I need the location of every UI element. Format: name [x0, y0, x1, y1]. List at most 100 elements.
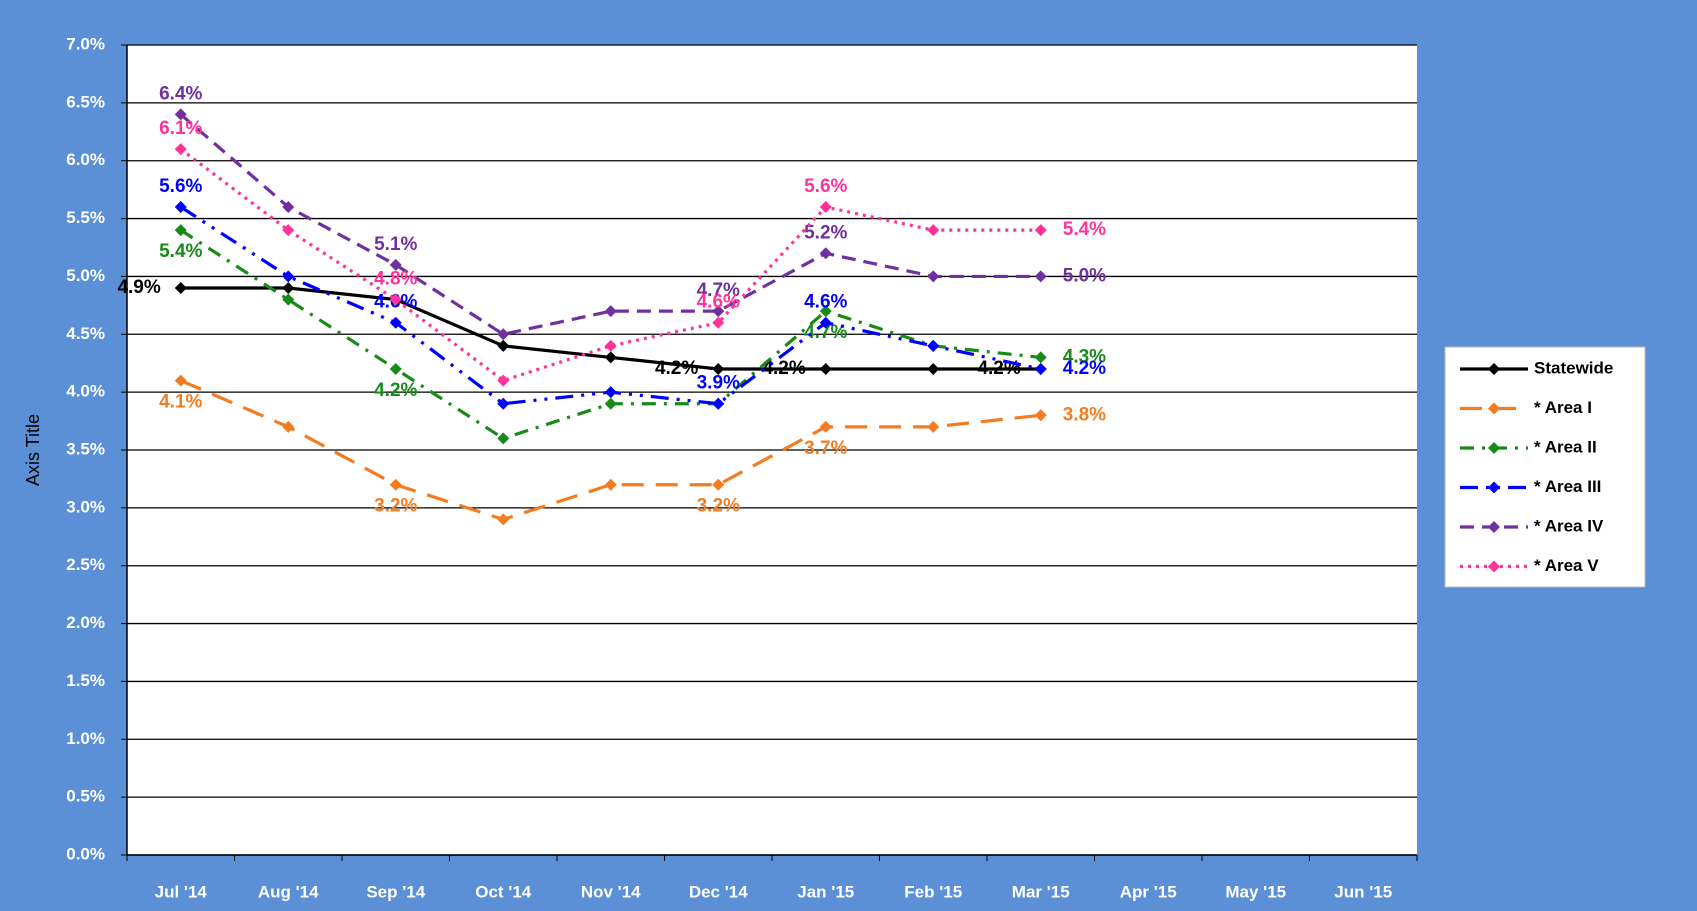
legend-marker: [1488, 481, 1500, 494]
marker: [819, 201, 832, 213]
x-tick-label: Oct '14: [475, 882, 532, 901]
y-tick-label: 3.5%: [66, 439, 105, 458]
x-tick-label: Mar '15: [1012, 882, 1070, 901]
x-tick-label: Feb '15: [904, 882, 962, 901]
data-label: 3.8%: [1063, 404, 1106, 425]
data-label: 4.2%: [762, 358, 805, 379]
series-line: [179, 147, 1041, 383]
data-label: 4.6%: [804, 292, 847, 313]
x-tick-label: Jan '15: [797, 882, 854, 901]
data-label: 5.2%: [804, 222, 847, 243]
legend-label: * Area IV: [1534, 516, 1604, 535]
marker: [604, 305, 617, 318]
marker: [927, 363, 940, 375]
legend: [1444, 346, 1646, 588]
series-line: [180, 379, 1041, 522]
marker: [389, 258, 402, 271]
marker: [712, 397, 725, 410]
data-label: 6.4%: [159, 83, 202, 104]
marker: [174, 224, 187, 237]
legend-marker: [1488, 442, 1500, 454]
marker: [712, 316, 725, 329]
marker: [389, 293, 402, 306]
legend-marker: [1488, 521, 1500, 533]
data-label: 4.2%: [977, 358, 1020, 379]
data-label: 4.8%: [374, 269, 417, 290]
y-tick-label: 5.0%: [66, 266, 105, 285]
marker: [1034, 270, 1047, 283]
legend-marker: [1488, 560, 1500, 573]
marker: [927, 270, 940, 283]
x-tick-label: Jul '14: [155, 882, 208, 901]
data-label: 5.0%: [1063, 265, 1106, 286]
marker: [604, 351, 617, 364]
marker: [1034, 409, 1047, 422]
legend-marker: [1488, 402, 1500, 415]
data-label: 5.1%: [374, 234, 417, 255]
x-tick-label: Dec '14: [689, 882, 748, 901]
marker: [497, 328, 510, 341]
marker: [712, 478, 725, 491]
marker: [927, 224, 940, 237]
marker: [604, 339, 617, 352]
legend-label: Statewide: [1534, 358, 1613, 377]
y-tick-label: 6.0%: [66, 150, 105, 169]
marker: [604, 478, 617, 491]
data-label: 3.7%: [804, 438, 847, 459]
y-tick-label: 4.0%: [66, 382, 105, 401]
y-tick-label: 2.5%: [66, 555, 105, 574]
marker: [712, 305, 725, 318]
y-axis-title: Axis Title: [23, 414, 43, 486]
data-label: 5.4%: [159, 241, 202, 262]
marker: [927, 420, 940, 433]
x-tick-label: Apr '15: [1120, 882, 1177, 901]
marker: [174, 108, 187, 121]
marker: [1034, 351, 1047, 364]
marker: [604, 386, 617, 399]
marker: [819, 247, 832, 260]
data-label: 4.1%: [159, 392, 202, 413]
data-label: 3.2%: [374, 496, 417, 517]
marker: [282, 201, 295, 213]
x-tick-label: May '15: [1225, 882, 1286, 901]
marker: [819, 316, 832, 329]
y-tick-label: 0.0%: [66, 844, 105, 863]
marker: [282, 270, 295, 283]
data-label: 4.2%: [374, 380, 417, 401]
y-tick-label: 3.0%: [66, 497, 105, 516]
data-label: 4.6%: [697, 292, 740, 313]
data-label: 4.9%: [117, 277, 160, 298]
data-label: 4.2%: [655, 358, 698, 379]
x-tick-label: Aug '14: [258, 882, 319, 901]
marker: [497, 374, 510, 387]
data-label: 4.7%: [697, 280, 740, 301]
data-label: 4.3%: [1063, 346, 1106, 367]
legend-marker: [1488, 363, 1500, 375]
data-label: 3.2%: [697, 496, 740, 517]
marker: [497, 397, 510, 410]
x-tick-label: Nov '14: [581, 882, 641, 901]
y-tick-label: 4.5%: [66, 324, 105, 343]
legend-label: * Area III: [1534, 477, 1601, 496]
marker: [174, 282, 187, 294]
data-label: 4.2%: [1063, 358, 1106, 379]
marker: [1034, 363, 1047, 375]
y-tick-label: 6.5%: [66, 92, 105, 111]
marker: [604, 397, 617, 410]
marker: [819, 363, 832, 375]
x-tick-label: Sep '14: [366, 882, 425, 901]
marker: [174, 201, 187, 213]
marker: [819, 305, 832, 318]
y-tick-label: 0.5%: [66, 787, 105, 806]
marker: [282, 224, 295, 237]
data-label: 5.6%: [159, 176, 202, 197]
marker: [174, 143, 187, 156]
y-tick-label: 5.5%: [66, 208, 105, 227]
y-tick-label: 1.0%: [66, 729, 105, 748]
marker: [497, 432, 510, 445]
marker: [819, 420, 832, 433]
y-tick-label: 7.0%: [66, 34, 105, 53]
marker: [174, 374, 187, 387]
series-line: [179, 113, 1041, 336]
